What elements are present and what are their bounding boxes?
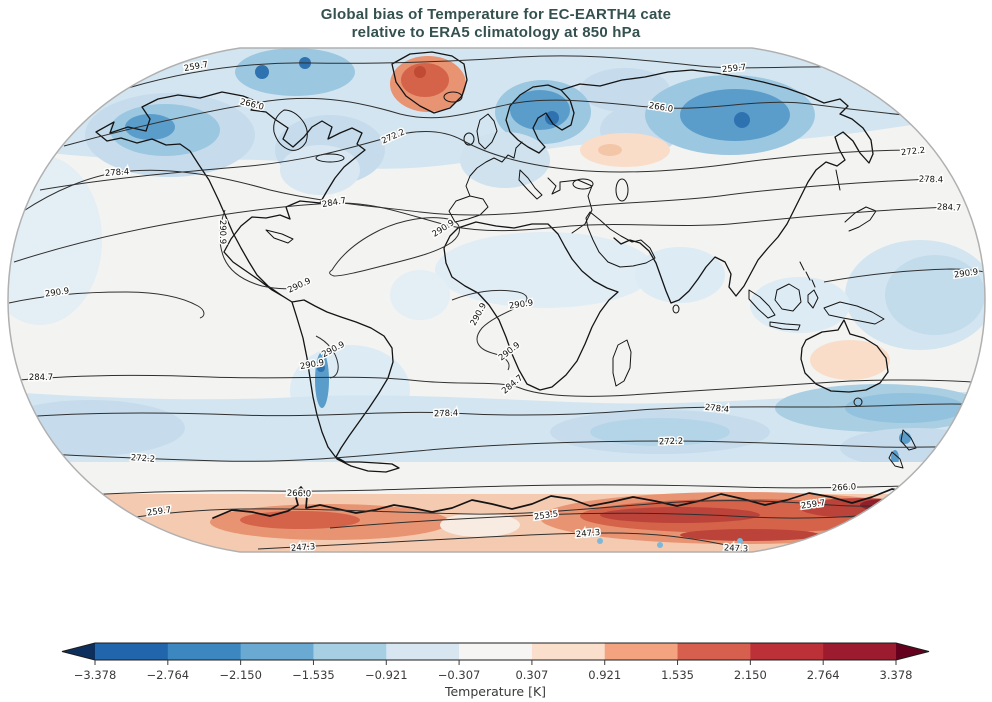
isotherm-266-north	[63, 97, 985, 147]
coast-borneo	[774, 283, 802, 312]
colorbar-tick-label: 0.921	[588, 668, 621, 682]
coast-sakhalin	[835, 169, 841, 191]
colorbar-under-arrow	[62, 643, 95, 660]
contour-label: 272.2	[659, 437, 684, 448]
coast-ireland	[463, 132, 475, 146]
chart-title-line2: relative to ERA5 climatology at 850 hPa	[351, 24, 641, 41]
colorbar-tick-label: 2.150	[734, 668, 767, 682]
isotherm-278-north	[21, 169, 933, 216]
contour-label: 278.4	[919, 175, 944, 186]
isotherm-284-north	[13, 202, 951, 263]
colorbar-tick-label: −2.764	[147, 668, 190, 682]
contour-label: 247.3	[576, 528, 601, 540]
colorbar-segment	[750, 643, 824, 660]
coast-new-guinea	[823, 301, 885, 325]
colorbar-tick-label: 3.378	[880, 668, 913, 682]
contour-label: 278.4	[434, 409, 459, 420]
coast-iberia	[448, 195, 489, 223]
coast-scandinavia	[505, 84, 575, 154]
coast-asia	[560, 69, 874, 304]
isotherm-290-africa-south	[451, 289, 528, 371]
colorbar-tick-label: 0.307	[515, 668, 548, 682]
coast-north-america	[95, 91, 366, 303]
coast-cuba	[265, 229, 294, 244]
colorbar-segment	[677, 643, 751, 660]
isotherm-266-south	[35, 484, 981, 499]
coast-philippines	[799, 261, 816, 288]
isotherm-278-south	[8, 403, 985, 419]
colorbar-segment	[313, 643, 387, 660]
coast-italy	[518, 169, 543, 200]
coast-black-sea	[572, 178, 594, 190]
colorbar-segment	[459, 643, 533, 660]
coast-caspian-sea	[615, 178, 629, 202]
isotherm-272-south	[9, 440, 985, 462]
coast-britain	[476, 113, 498, 150]
coast-great-lakes	[315, 153, 345, 163]
contour-label: 266.0	[287, 489, 312, 500]
coast-europe-atlantic	[465, 141, 523, 197]
contour-label: 266.0	[832, 482, 857, 493]
contour-label: 284.7	[937, 202, 962, 213]
coast-arabia	[585, 211, 656, 268]
isotherm-259-north	[127, 55, 917, 89]
colorbar-tick-label: 1.535	[661, 668, 694, 682]
coast-antarctica	[212, 486, 931, 519]
coast-south-america	[291, 299, 400, 473]
contour-label: 247.3	[724, 543, 749, 554]
colorbar-tick-label: −3.378	[74, 668, 117, 682]
contour-label: 284.7	[29, 373, 53, 383]
coast-new-zealand	[888, 429, 917, 469]
isotherm-290-west	[8, 291, 205, 319]
coast-java	[769, 321, 801, 331]
isotherm-290-south-america	[315, 335, 339, 379]
isotherm-290-sahara-loop	[329, 217, 460, 277]
contour-label: 259.7	[721, 63, 746, 75]
map-outline	[7, 47, 986, 553]
coastlines	[95, 51, 931, 519]
colorbar-segment	[167, 643, 242, 660]
colorbar-axis-label: Temperature [K]	[444, 684, 546, 699]
colorbar-segment	[240, 643, 315, 660]
contour-label: 290.9	[217, 220, 227, 244]
isotherm-284-south	[8, 374, 985, 397]
isotherm-272-north	[39, 131, 917, 191]
colorbar-tick-label: −1.535	[292, 668, 335, 682]
colorbar-segment	[531, 643, 606, 660]
colorbar-tick-label: −2.150	[219, 668, 262, 682]
colorbar-segment	[604, 643, 679, 660]
coast-sumatra	[748, 289, 776, 319]
colorbar: −3.378 −2.764 −2.150 −1.535 −0.921 −0.307 0.30…	[61, 642, 930, 699]
colorbar-segment	[386, 643, 460, 660]
coast-sri-lanka	[672, 304, 680, 314]
colorbar-tick-label: −0.307	[438, 668, 481, 682]
coast-hudson-bay	[273, 109, 308, 151]
colorbar-segment	[823, 643, 897, 660]
colorbar-tick-label: −0.921	[365, 668, 408, 682]
coast-sulawesi	[807, 289, 819, 309]
colorbar-tick-label: 2.764	[807, 668, 840, 682]
contour-label: 272.2	[130, 453, 155, 465]
colorbar-over-arrow	[896, 643, 929, 660]
isotherm-253-south	[329, 510, 916, 529]
colorbar-segment	[95, 643, 169, 660]
contour-label: 278.4	[704, 403, 729, 415]
contour-label: 272.2	[900, 146, 925, 158]
chart-title-line1: Global bias of Temperature for EC-EARTH4…	[320, 6, 672, 23]
contour-lines	[8, 55, 985, 550]
coast-madagascar	[612, 339, 632, 387]
contour-label: 278.4	[105, 167, 130, 179]
coast-australia	[800, 319, 889, 393]
isotherm-259-south	[93, 498, 931, 525]
isotherm-290-america	[219, 209, 311, 290]
coast-africa	[443, 221, 619, 391]
coast-iceland	[443, 91, 463, 103]
isotherm-290-pacific	[823, 268, 985, 283]
